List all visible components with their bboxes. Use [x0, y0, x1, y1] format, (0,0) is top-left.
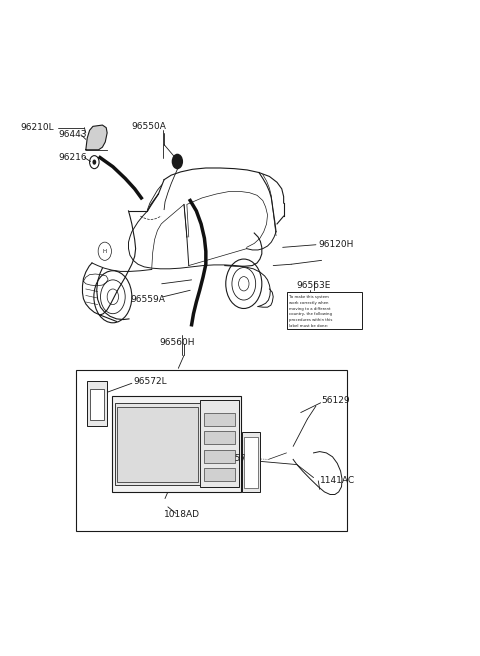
- Text: 96560H: 96560H: [159, 338, 195, 347]
- Text: country, the following: country, the following: [289, 312, 332, 316]
- Bar: [87, 381, 107, 426]
- Bar: [204, 449, 235, 462]
- Text: moving to a different: moving to a different: [289, 306, 331, 310]
- Text: 96216: 96216: [59, 153, 87, 162]
- Circle shape: [172, 154, 183, 169]
- Bar: [288, 291, 362, 329]
- Circle shape: [288, 446, 298, 459]
- Text: 96572R: 96572R: [224, 453, 259, 462]
- Circle shape: [311, 499, 319, 511]
- Bar: [242, 432, 260, 492]
- Bar: [90, 389, 104, 420]
- Bar: [204, 468, 235, 481]
- Text: H: H: [103, 249, 107, 254]
- Text: 96563E: 96563E: [296, 281, 330, 290]
- Text: label must be done:: label must be done:: [289, 324, 328, 328]
- Bar: [112, 396, 241, 492]
- Circle shape: [93, 159, 96, 165]
- Text: NAV: NAV: [247, 460, 255, 464]
- Text: 96210L: 96210L: [21, 123, 54, 132]
- Text: 96443: 96443: [59, 131, 87, 139]
- Bar: [76, 369, 347, 531]
- Bar: [244, 438, 258, 488]
- Circle shape: [309, 446, 318, 459]
- Text: procedures within this: procedures within this: [289, 318, 333, 322]
- Text: 96572L: 96572L: [134, 377, 168, 386]
- Text: To make this system: To make this system: [289, 295, 329, 299]
- Polygon shape: [86, 125, 107, 150]
- Text: 96120H: 96120H: [318, 240, 354, 249]
- Bar: [115, 403, 200, 485]
- Text: 56129: 56129: [322, 396, 350, 405]
- Text: 96163: 96163: [133, 449, 162, 457]
- Text: 96559A: 96559A: [130, 295, 165, 304]
- Bar: [117, 407, 198, 482]
- Bar: [204, 413, 235, 426]
- Text: 96550A: 96550A: [131, 122, 166, 131]
- Text: 1141AC: 1141AC: [320, 476, 355, 485]
- Bar: [204, 432, 235, 444]
- Text: 96141: 96141: [133, 438, 161, 446]
- Text: 1018AD: 1018AD: [164, 510, 200, 519]
- Bar: [200, 400, 239, 487]
- Circle shape: [239, 277, 249, 291]
- Circle shape: [107, 289, 119, 304]
- Text: work correctly when: work correctly when: [289, 300, 329, 304]
